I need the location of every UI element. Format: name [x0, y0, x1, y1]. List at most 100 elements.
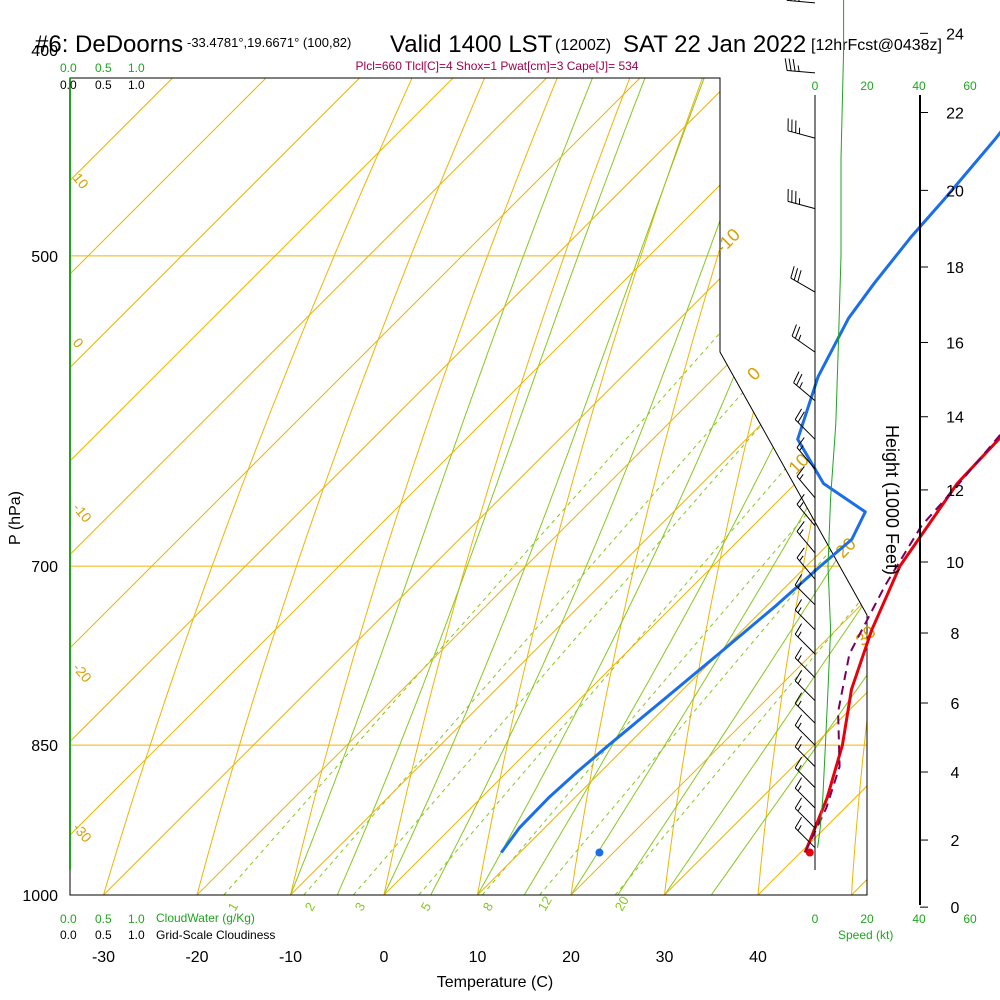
isotherm--40 — [70, 78, 867, 895]
height-axis: 02468101214161820222426283032 — [920, 26, 964, 917]
height-tick-16: 16 — [946, 335, 964, 352]
moist-adiabat--10 — [290, 78, 797, 895]
moist-adiabat-15 — [523, 78, 867, 895]
moist-adiabat--5 — [336, 78, 843, 895]
wind-barb-810 — [794, 670, 816, 702]
isotherm--70 — [70, 78, 867, 895]
wind-barbs — [784, 0, 816, 849]
wind-barb-585 — [793, 371, 816, 402]
cl-top-tick-1: 0.5 — [95, 78, 112, 92]
isotherm-50 — [851, 78, 867, 895]
wind-barb-555 — [791, 324, 816, 353]
dry-adiabat-50 — [851, 78, 867, 895]
temp-tick--20: -20 — [185, 949, 208, 966]
dewpoint-profile — [500, 130, 1000, 854]
height-tick-20: 20 — [946, 183, 964, 200]
speed-scale-top: 0 20 40 60 — [812, 79, 977, 93]
speed-scale-bottom: 0 20 40 60 Speed (kt) — [812, 912, 977, 942]
wind-barb-910 — [794, 777, 816, 809]
moist-adiabat-10 — [477, 78, 867, 895]
wind-barb-520 — [790, 266, 816, 293]
height-tick-10: 10 — [946, 555, 964, 572]
speed-tick-bottom-40: 40 — [912, 912, 926, 926]
wind-barb-610 — [794, 408, 816, 440]
wind-barb-750 — [794, 599, 816, 631]
dry-adiabat-label-10: 10 — [70, 170, 92, 192]
isotherm-0 — [383, 78, 867, 895]
mixing-ratio-1 — [223, 78, 867, 895]
wind-barb-830 — [794, 692, 816, 724]
cl-bottom-tick-1: 0.5 — [95, 928, 112, 942]
wind-barb-770 — [794, 623, 816, 655]
wind-barb-650 — [796, 466, 816, 499]
speed-tick-bottom-0: 0 — [812, 912, 819, 926]
wind-speed-line — [817, 0, 845, 848]
temp-tick--10: -10 — [279, 949, 302, 966]
temp-tick-30: 30 — [656, 949, 674, 966]
isotherm--50 — [70, 78, 867, 895]
wind-barb-850 — [794, 714, 816, 746]
wind-barb-890 — [794, 756, 816, 788]
pressure-tick-500: 500 — [31, 249, 58, 266]
wind-barb-410 — [784, 58, 816, 74]
height-tick-12: 12 — [946, 483, 964, 500]
height-tick-18: 18 — [946, 260, 964, 277]
isotherm-lines — [70, 78, 867, 895]
pressure-tick-400: 400 — [31, 43, 58, 60]
dry-adiabat--30 — [103, 78, 639, 895]
height-axis-label: Height (1000 Feet) — [882, 425, 902, 575]
valid-time: Valid 1400 LST — [390, 31, 553, 58]
moist-adiabat-30 — [664, 78, 867, 895]
height-tick-4: 4 — [951, 765, 960, 782]
cloud-scale-top: 0.0 0.5 1.0 0.0 0.5 1.0 — [60, 61, 145, 92]
cw-bottom-tick-1: 0.5 — [95, 912, 112, 926]
speed-label: Speed (kt) — [838, 928, 893, 942]
isotherm-label-0: 0 — [743, 363, 764, 384]
pressure-tick-850: 850 — [31, 738, 58, 755]
temp-tick--30: -30 — [92, 949, 115, 966]
wind-barb-690 — [796, 521, 816, 554]
wind-barb-870 — [794, 735, 816, 767]
temp-tick-10: 10 — [469, 949, 487, 966]
temp-tick-0: 0 — [380, 949, 389, 966]
wind-barb-790 — [794, 647, 816, 679]
moist-adiabat-35 — [710, 78, 867, 895]
wind-barb-730 — [794, 574, 816, 606]
height-tick-2: 2 — [951, 833, 960, 850]
height-tick-0: 0 — [951, 900, 960, 917]
height-tick-6: 6 — [951, 696, 960, 713]
isotherm--100 — [70, 78, 728, 895]
isotherm-40 — [757, 78, 867, 895]
forecast-date: SAT 22 Jan 2022 — [623, 31, 806, 58]
cl-bottom-tick-2: 1.0 — [128, 928, 145, 942]
dry-adiabat-10 — [477, 78, 867, 895]
isotherm--20 — [196, 78, 867, 895]
dry-adiabat-40 — [757, 78, 867, 895]
y-axis-label: P (hPa) — [7, 491, 24, 545]
chart-header: #6: DeDoorns -33.4781°,19.6671° (100,82)… — [35, 31, 942, 73]
dry-adiabat--20 — [196, 78, 702, 895]
cloud-scale-bottom: 0.0 0.5 1.0 CloudWater (g/Kg) 0.0 0.5 1.… — [60, 911, 275, 942]
cw-top-tick-0: 0.0 — [60, 61, 77, 75]
dry-adiabat-label-0: 0 — [70, 335, 87, 351]
cl-top-tick-2: 1.0 — [128, 78, 145, 92]
wind-panel — [784, 0, 845, 870]
cw-bottom-tick-2: 1.0 — [128, 912, 145, 926]
speed-tick-top-0: 0 — [812, 79, 819, 93]
dry-adiabat-0 — [383, 78, 828, 895]
cl-top-tick-0: 0.0 — [60, 78, 77, 92]
wind-barb-930 — [794, 797, 816, 829]
mixing-ratio-label-5: 5 — [418, 900, 435, 914]
height-tick-24: 24 — [946, 26, 964, 43]
forecast-info: [12hrFcst@0438z] — [811, 37, 942, 54]
cl-bottom-tick-0: 0.0 — [60, 928, 77, 942]
mixing-ratio-label-20: 20 — [612, 893, 632, 913]
speed-tick-bottom-60: 60 — [963, 912, 977, 926]
isotherm-10 — [477, 78, 867, 895]
wind-barb-440 — [787, 118, 816, 139]
wind-barb-710 — [796, 547, 816, 580]
isotherm--110 — [70, 78, 635, 895]
cloudiness-label: Grid-Scale Cloudiness — [156, 928, 275, 942]
